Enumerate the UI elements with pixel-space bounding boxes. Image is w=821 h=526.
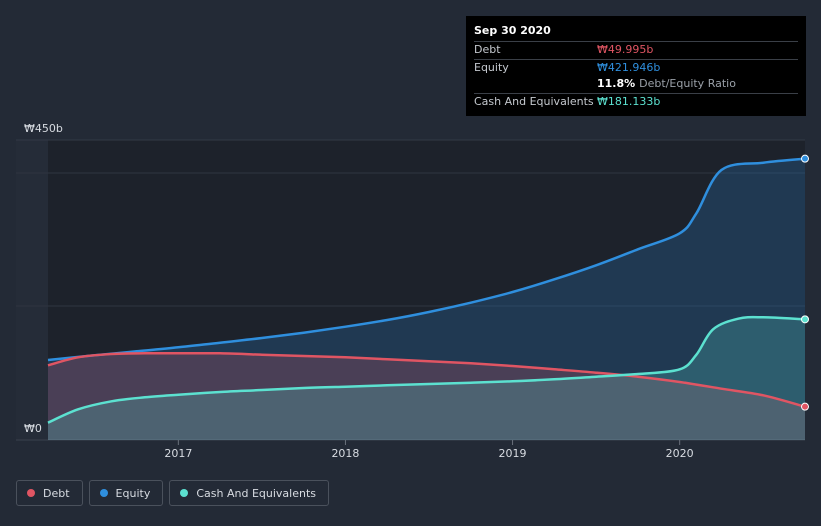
equity-area [48, 158, 805, 440]
tooltip-ratio-label: Debt/Equity Ratio [639, 77, 736, 90]
debt-dot-icon [27, 489, 35, 497]
equity-line [47, 157, 806, 362]
cash-area [48, 317, 805, 440]
x-tick-label: 2017 [164, 447, 192, 460]
y-tick-max: ₩450b [24, 122, 63, 135]
equity-end-point[interactable] [801, 154, 809, 163]
legend-debt-label: Debt [43, 486, 70, 500]
tooltip: Sep 30 2020 Debt ₩49.995b Equity ₩421.94… [466, 16, 806, 116]
legend-equity-label: Equity [115, 486, 151, 500]
tooltip-equity-value: ₩421.946b [597, 60, 661, 74]
x-tick-label: 2018 [331, 447, 359, 460]
tooltip-ratio-value: 11.8% [597, 77, 636, 90]
cash-line [47, 315, 806, 424]
cash-end-point[interactable] [801, 315, 809, 324]
series-endpoints [801, 154, 809, 411]
legend-cash-label: Cash And Equivalents [196, 486, 316, 500]
tooltip-row-ratio: 11.8% Debt/Equity Ratio [474, 76, 798, 93]
tooltip-cash-value: ₩181.133b [597, 94, 661, 108]
y-tick-zero: ₩0 [24, 422, 42, 435]
tooltip-debt-label: Debt [474, 43, 501, 56]
legend-item-cash[interactable]: Cash And Equivalents [169, 480, 329, 506]
tooltip-equity-label: Equity [474, 60, 509, 74]
legend-item-debt[interactable]: Debt [16, 480, 83, 506]
tooltip-debt-value: ₩49.995b [597, 43, 654, 56]
legend-item-equity[interactable]: Equity [88, 480, 164, 506]
debt-line [47, 351, 806, 408]
x-axis-ticks: 2017 2018 2019 2020 [164, 440, 694, 460]
tooltip-date: Sep 30 2020 [474, 24, 551, 37]
debt-end-point[interactable] [801, 402, 809, 411]
tooltip-row-equity: Equity ₩421.946b [474, 58, 798, 77]
tooltip-row-cash: Cash And Equivalents ₩181.133b [474, 92, 798, 111]
x-tick-label: 2020 [666, 447, 694, 460]
series-lines [47, 157, 806, 424]
tooltip-row-debt: Debt ₩49.995b [474, 41, 798, 59]
future-shade [16, 140, 48, 440]
tooltip-cash-label: Cash And Equivalents [474, 94, 594, 108]
x-tick-label: 2019 [499, 447, 527, 460]
legend: Debt Equity Cash And Equivalents [16, 480, 329, 506]
equity-dot-icon [99, 489, 108, 497]
cash-dot-icon [180, 489, 189, 497]
plot-area-background [16, 140, 805, 440]
